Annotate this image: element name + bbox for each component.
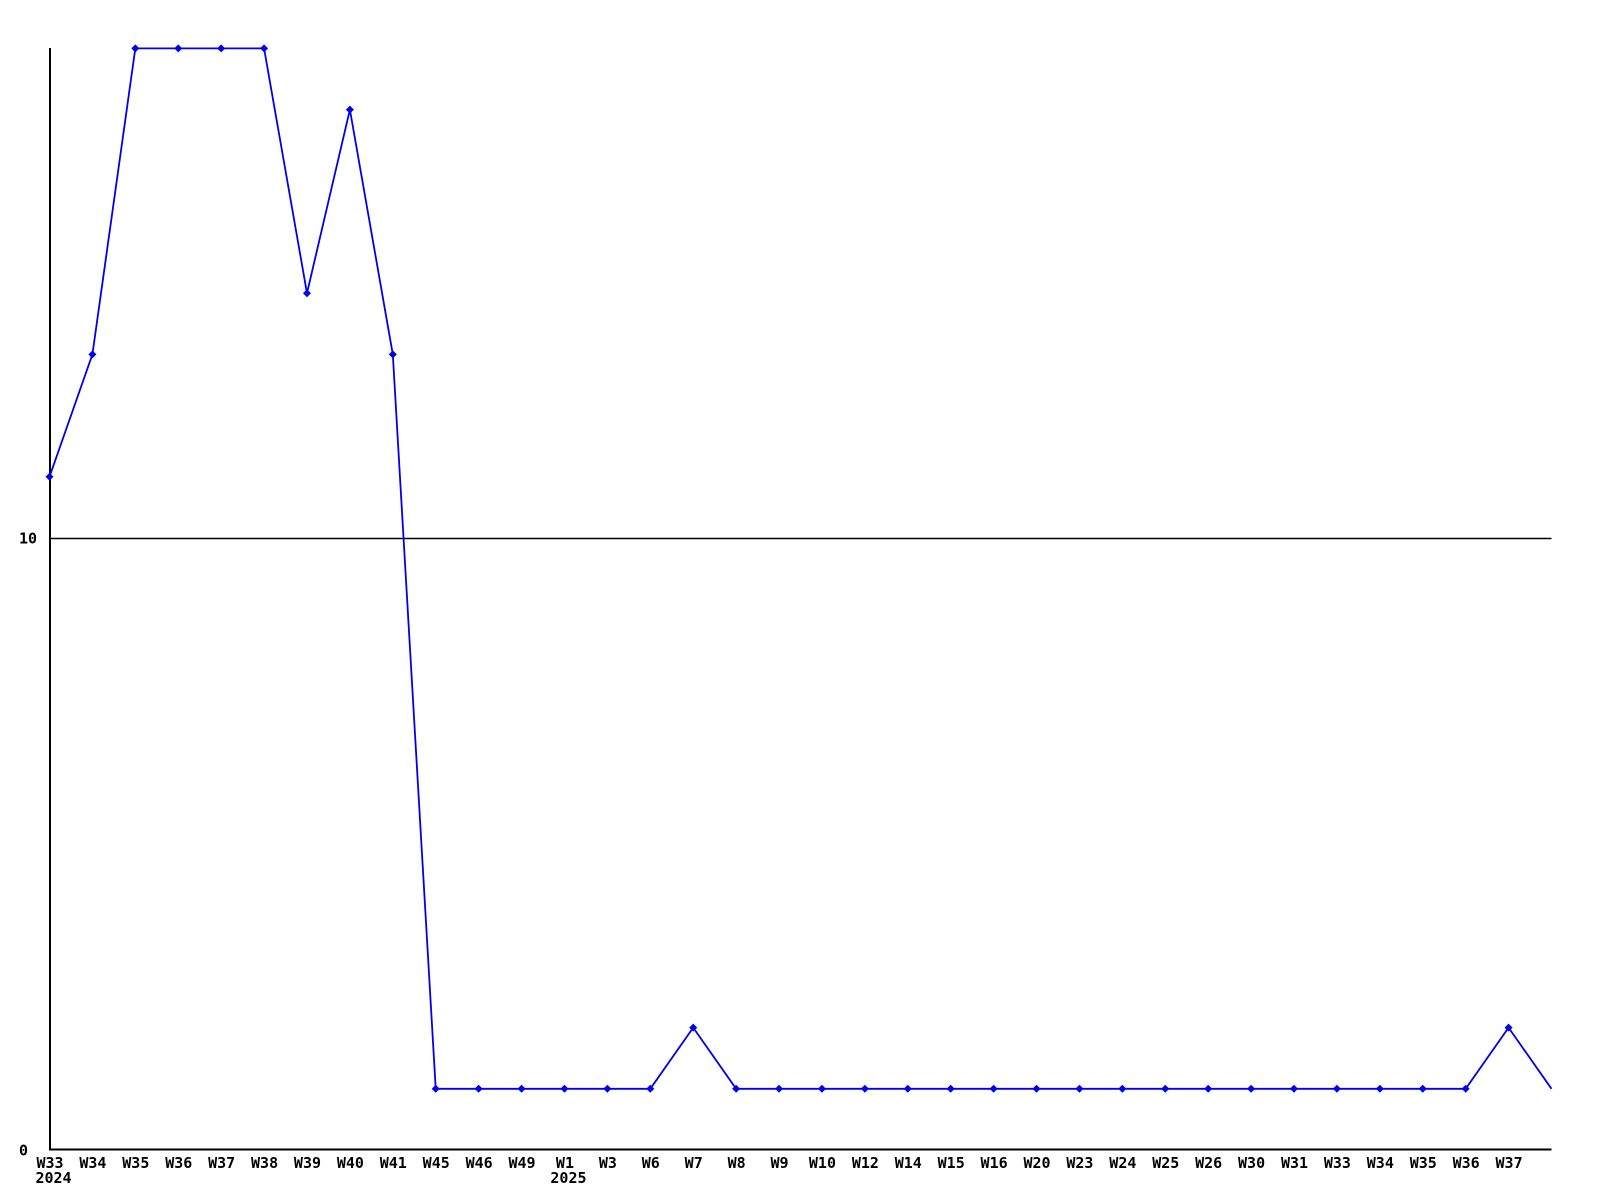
- data-point-marker: [775, 1084, 784, 1093]
- data-point-marker: [302, 289, 311, 298]
- data-point-marker: [1204, 1084, 1213, 1093]
- data-point-marker: [388, 350, 397, 359]
- data-point-marker: [1118, 1084, 1127, 1093]
- x-tick-label: W1: [556, 1154, 574, 1172]
- x-tick-label: W8: [728, 1154, 746, 1172]
- year-label: 2024: [35, 1169, 71, 1187]
- x-tick-label: W36: [1453, 1154, 1480, 1172]
- data-point-marker: [1461, 1084, 1470, 1093]
- data-point-marker: [1375, 1084, 1384, 1093]
- data-point-marker: [1332, 1084, 1341, 1093]
- data-point-marker: [345, 105, 354, 114]
- x-tick-label: W16: [981, 1154, 1008, 1172]
- x-tick-label: W35: [122, 1154, 149, 1172]
- data-point-marker: [1075, 1084, 1084, 1093]
- data-point-marker: [260, 44, 269, 53]
- y-tick-label: 0: [19, 1142, 28, 1160]
- data-point-marker: [45, 472, 54, 481]
- data-point-marker: [88, 350, 97, 359]
- x-tick-label: W34: [79, 1154, 106, 1172]
- data-point-marker: [1247, 1084, 1256, 1093]
- x-tick-label: W33: [1324, 1154, 1351, 1172]
- data-point-marker: [1504, 1023, 1513, 1032]
- data-point-marker: [817, 1084, 826, 1093]
- data-point-marker: [217, 44, 226, 53]
- x-tick-label: W34: [1367, 1154, 1394, 1172]
- x-tick-label: W24: [1109, 1154, 1136, 1172]
- x-tick-label: W38: [251, 1154, 278, 1172]
- x-tick-label: W33: [36, 1154, 63, 1172]
- data-point-marker: [860, 1084, 869, 1093]
- x-tick-label: W10: [809, 1154, 836, 1172]
- data-point-marker: [131, 44, 140, 53]
- data-point-marker: [174, 44, 183, 53]
- x-tick-label: W15: [938, 1154, 965, 1172]
- x-tick-label: W46: [466, 1154, 493, 1172]
- x-tick-label: W40: [337, 1154, 364, 1172]
- x-tick-label: W6: [642, 1154, 660, 1172]
- data-point-marker: [1161, 1084, 1170, 1093]
- data-point-marker: [517, 1084, 526, 1093]
- x-tick-label: W23: [1066, 1154, 1093, 1172]
- x-tick-label: W26: [1195, 1154, 1222, 1172]
- x-tick-label: W37: [1496, 1154, 1523, 1172]
- y-tick-label: 10: [19, 530, 37, 548]
- data-point-marker: [1290, 1084, 1299, 1093]
- data-line: [48, 47, 1553, 1090]
- x-tick-label: W3: [599, 1154, 617, 1172]
- data-point-marker: [732, 1084, 741, 1093]
- x-tick-label: W12: [852, 1154, 879, 1172]
- data-point-marker: [646, 1084, 655, 1093]
- x-tick-label: W41: [380, 1154, 407, 1172]
- data-point-marker: [946, 1084, 955, 1093]
- x-tick-label: W25: [1152, 1154, 1179, 1172]
- data-point-marker: [431, 1084, 440, 1093]
- x-tick-label: W20: [1023, 1154, 1050, 1172]
- x-tick-label: W14: [895, 1154, 922, 1172]
- data-point-marker: [903, 1084, 912, 1093]
- year-label: 2025: [550, 1169, 586, 1187]
- data-point-marker: [689, 1023, 698, 1032]
- data-point-marker: [603, 1084, 612, 1093]
- x-tick-label: W39: [294, 1154, 321, 1172]
- data-point-marker: [474, 1084, 483, 1093]
- x-tick-label: W36: [165, 1154, 192, 1172]
- data-point-marker: [560, 1084, 569, 1093]
- data-point-marker: [1032, 1084, 1041, 1093]
- x-tick-label: W37: [208, 1154, 235, 1172]
- data-point-marker: [1418, 1084, 1427, 1093]
- x-tick-label: W30: [1238, 1154, 1265, 1172]
- x-tick-label: W45: [423, 1154, 450, 1172]
- x-tick-label: W35: [1410, 1154, 1437, 1172]
- x-tick-label: W7: [685, 1154, 703, 1172]
- x-tick-label: W9: [771, 1154, 789, 1172]
- x-tick-label: W49: [509, 1154, 536, 1172]
- x-tick-label: W31: [1281, 1154, 1308, 1172]
- data-point-marker: [989, 1084, 998, 1093]
